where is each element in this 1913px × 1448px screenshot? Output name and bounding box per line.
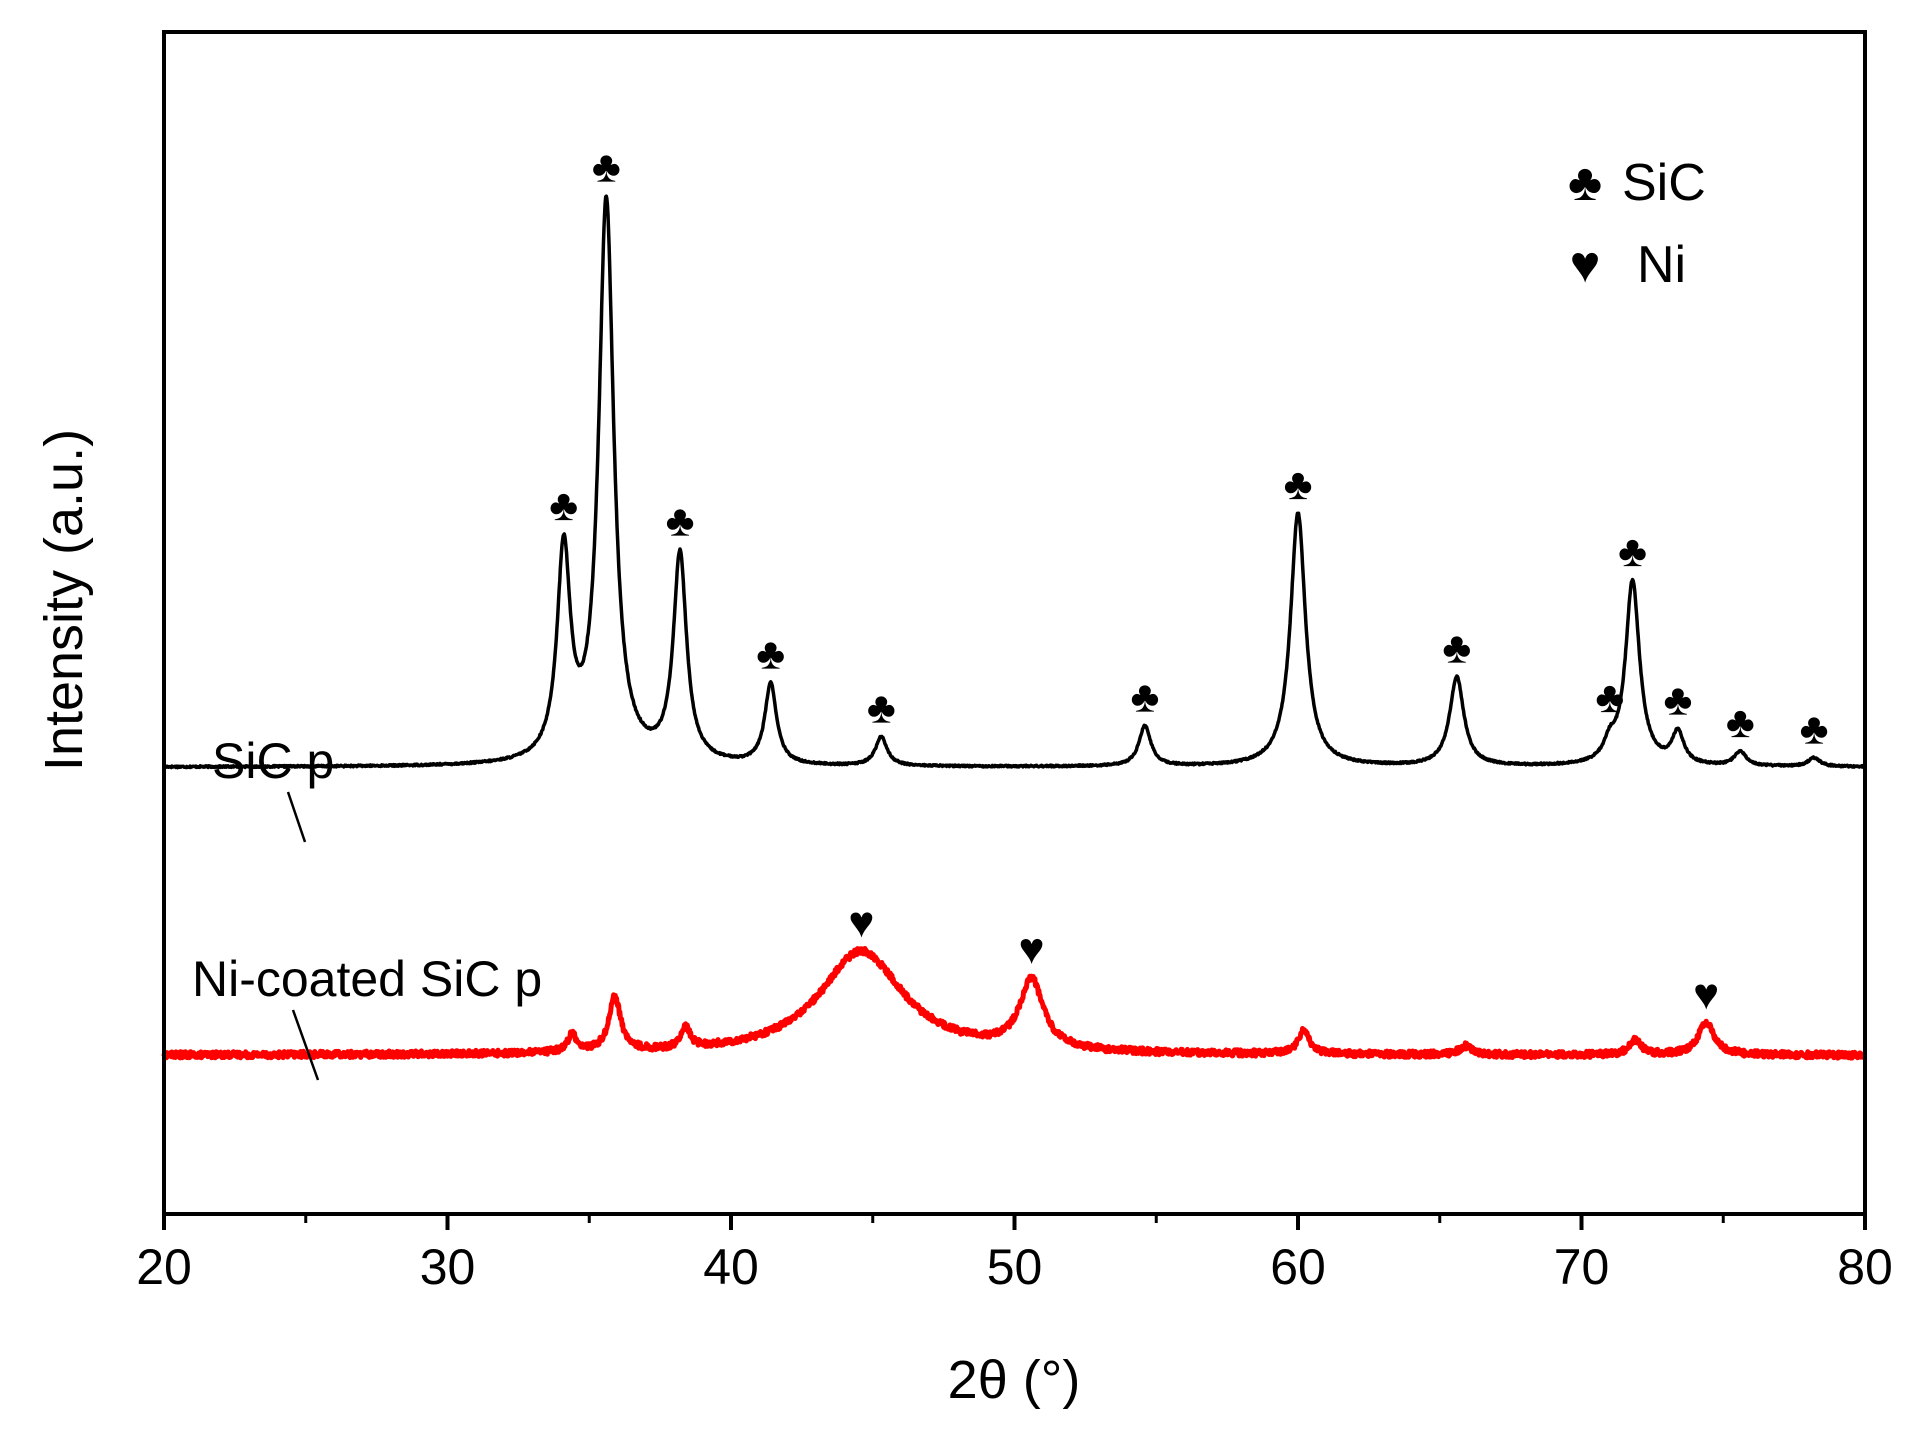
series-line-sic	[162, 194, 1867, 770]
x-tick-label-40: 40	[703, 1239, 759, 1295]
x-tick-label-70: 70	[1554, 1239, 1610, 1295]
x-tick-label-30: 30	[420, 1239, 476, 1295]
legend-ni-label: Ni	[1637, 236, 1686, 294]
y-axis-label: Intensity (a.u.)	[34, 429, 94, 771]
sic-peak-marker-5: ♣	[1130, 673, 1159, 722]
plot-frame	[162, 30, 1867, 1216]
sic-peak-marker-7: ♣	[1442, 623, 1471, 672]
sic-peak-marker-11: ♣	[1726, 698, 1755, 747]
series-label-sic: SiC p	[212, 733, 334, 789]
sic-peak-marker-6: ♣	[1284, 460, 1313, 509]
x-tick-label-60: 60	[1270, 1239, 1326, 1295]
x-tick-label-50: 50	[987, 1239, 1043, 1295]
ni-peak-marker-0: ♥	[848, 898, 874, 947]
sic-peak-marker-12: ♣	[1800, 705, 1829, 754]
x-tick-label-80: 80	[1837, 1239, 1893, 1295]
plot-layer: ♣ ♣ ♣ ♣ ♣ ♣ ♣ ♣ ♣ ♣ ♣ ♣ ♣ ♥ ♥ ♥	[161, 142, 1867, 1061]
sic-peak-marker-9: ♣	[1618, 527, 1647, 576]
sic-peak-marker-8: ♣	[1595, 673, 1624, 722]
sic-peak-marker-0: ♣	[549, 481, 578, 530]
sic-peak-marker-10: ♣	[1663, 675, 1692, 724]
x-axis-label: 2θ (°)	[948, 1350, 1081, 1410]
series-leader-ni	[291, 1009, 320, 1081]
x-tick-label-20: 20	[136, 1239, 192, 1295]
legend: ♣ SiC ♥ Ni	[1568, 154, 1706, 294]
sic-peak-marker-2: ♣	[666, 497, 695, 546]
series-label-ni: Ni-coated SiC p	[192, 951, 542, 1007]
legend-heart-icon: ♥	[1570, 236, 1601, 294]
ni-peak-marker-1: ♥	[1018, 925, 1044, 974]
axis-layer: 20 30 40 50 60 70 80	[136, 1214, 1893, 1295]
legend-club-icon: ♣	[1568, 154, 1602, 212]
legend-sic-label: SiC	[1622, 154, 1706, 212]
sic-peak-marker-4: ♣	[867, 684, 896, 733]
series-leader-sic	[286, 791, 307, 843]
series-line-ni-coated	[161, 946, 1867, 1061]
sic-peak-marker-1: ♣	[592, 142, 621, 191]
ni-peak-marker-2: ♥	[1693, 970, 1719, 1019]
sic-peak-marker-3: ♣	[756, 630, 785, 679]
